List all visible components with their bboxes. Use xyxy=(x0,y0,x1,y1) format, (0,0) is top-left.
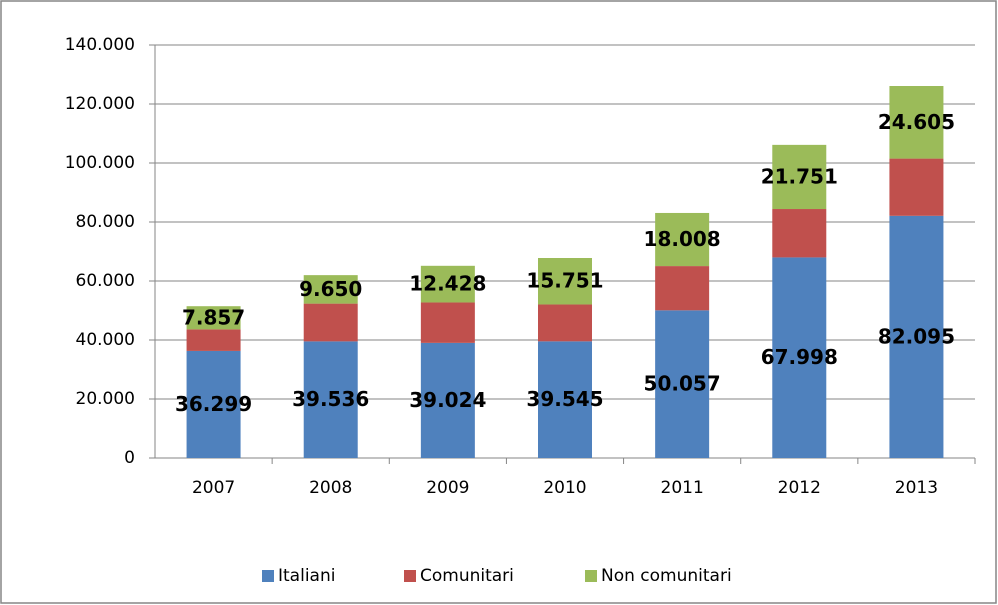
bar-segment xyxy=(655,310,710,458)
bar-segment xyxy=(420,342,475,458)
y-tick-label: 140.000 xyxy=(65,35,135,55)
x-tick-label: 2013 xyxy=(895,478,938,498)
bar-segment xyxy=(538,304,592,342)
y-tick-label: 0 xyxy=(124,448,135,468)
value-label: 39.545 xyxy=(526,387,603,411)
y-tick-label: 60.000 xyxy=(76,271,135,291)
bar-segment xyxy=(772,209,827,258)
bar-segment xyxy=(772,144,827,210)
value-label: 36.299 xyxy=(175,392,252,416)
bar-segment xyxy=(772,257,827,458)
value-label: 7.857 xyxy=(182,305,245,329)
legend-label: Comunitari xyxy=(420,566,514,586)
x-tick-label: 2011 xyxy=(661,478,704,498)
value-label: 9.650 xyxy=(299,277,362,301)
bar-segment xyxy=(538,258,592,305)
bar-segment xyxy=(420,302,475,343)
value-label: 18.008 xyxy=(644,227,721,251)
legend-swatch xyxy=(585,570,597,582)
value-label: 21.751 xyxy=(761,164,838,188)
bar-segment xyxy=(538,341,592,458)
bar-segment xyxy=(889,158,944,216)
y-tick-label: 80.000 xyxy=(76,212,135,232)
legend-swatch xyxy=(262,570,274,582)
bar-segment xyxy=(420,265,475,303)
value-label: 24.605 xyxy=(878,110,955,134)
value-label: 50.057 xyxy=(644,372,721,396)
x-tick-label: 2012 xyxy=(778,478,821,498)
bar-segment xyxy=(889,215,944,458)
bar-segment xyxy=(303,275,358,304)
y-tick-label: 40.000 xyxy=(76,330,135,350)
value-label: 82.095 xyxy=(878,324,955,348)
value-label: 39.536 xyxy=(292,387,369,411)
x-tick-label: 2008 xyxy=(309,478,352,498)
x-tick-label: 2009 xyxy=(426,478,469,498)
value-label: 39.024 xyxy=(409,388,486,412)
bar-segment xyxy=(303,303,358,342)
y-tick-label: 20.000 xyxy=(76,389,135,409)
bar-segment xyxy=(186,329,241,351)
value-label: 12.428 xyxy=(409,272,486,296)
legend-label: Non comunitari xyxy=(601,566,732,586)
legend-swatch xyxy=(404,570,416,582)
bar-segment xyxy=(303,341,358,458)
value-label: 15.751 xyxy=(526,269,603,293)
y-tick-label: 120.000 xyxy=(65,94,135,114)
bar-segment xyxy=(655,212,710,267)
legend-label: Italiani xyxy=(278,566,335,586)
bar-segment xyxy=(186,350,241,458)
value-label: 67.998 xyxy=(761,345,838,369)
bar-segment xyxy=(889,86,944,159)
y-tick-label: 100.000 xyxy=(65,153,135,173)
bar-segment xyxy=(186,306,241,330)
bar-segment xyxy=(655,266,710,311)
x-tick-label: 2007 xyxy=(192,478,235,498)
x-tick-label: 2010 xyxy=(543,478,586,498)
